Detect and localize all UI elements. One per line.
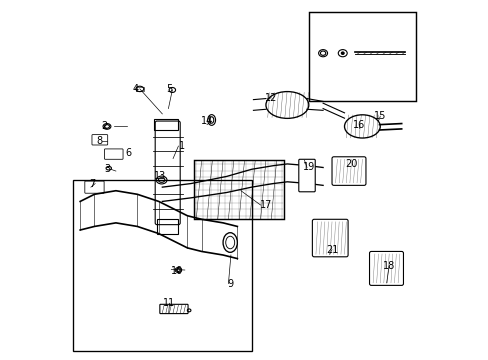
FancyBboxPatch shape xyxy=(312,219,347,257)
Text: 3: 3 xyxy=(103,164,110,174)
Text: 12: 12 xyxy=(264,93,277,103)
Text: 5: 5 xyxy=(166,84,172,94)
Text: 8: 8 xyxy=(97,136,102,146)
Text: 6: 6 xyxy=(125,148,131,158)
FancyBboxPatch shape xyxy=(92,135,107,145)
FancyBboxPatch shape xyxy=(104,149,123,159)
FancyBboxPatch shape xyxy=(331,157,365,185)
Text: 16: 16 xyxy=(352,120,364,130)
Text: 2: 2 xyxy=(101,121,107,131)
Text: 13: 13 xyxy=(154,171,166,181)
Bar xyxy=(73,180,251,351)
Text: 4: 4 xyxy=(132,84,138,94)
Bar xyxy=(154,119,177,130)
Text: 10: 10 xyxy=(170,266,183,276)
Text: 17: 17 xyxy=(259,200,271,210)
Text: 9: 9 xyxy=(227,279,233,289)
Text: 18: 18 xyxy=(382,261,394,271)
Bar xyxy=(136,87,144,91)
Bar xyxy=(157,219,178,234)
Text: 21: 21 xyxy=(325,245,338,255)
FancyBboxPatch shape xyxy=(84,181,104,193)
Text: 20: 20 xyxy=(345,159,357,169)
Bar xyxy=(194,160,283,219)
Text: 7: 7 xyxy=(89,179,96,189)
Text: 15: 15 xyxy=(373,111,386,121)
Text: 11: 11 xyxy=(163,298,175,308)
Bar xyxy=(308,12,415,102)
FancyBboxPatch shape xyxy=(298,159,315,192)
FancyBboxPatch shape xyxy=(160,304,188,314)
Text: 14: 14 xyxy=(201,116,213,126)
FancyBboxPatch shape xyxy=(369,251,403,285)
Ellipse shape xyxy=(341,52,344,54)
FancyBboxPatch shape xyxy=(155,121,180,225)
Text: 1: 1 xyxy=(179,141,184,151)
Text: 19: 19 xyxy=(302,162,314,172)
